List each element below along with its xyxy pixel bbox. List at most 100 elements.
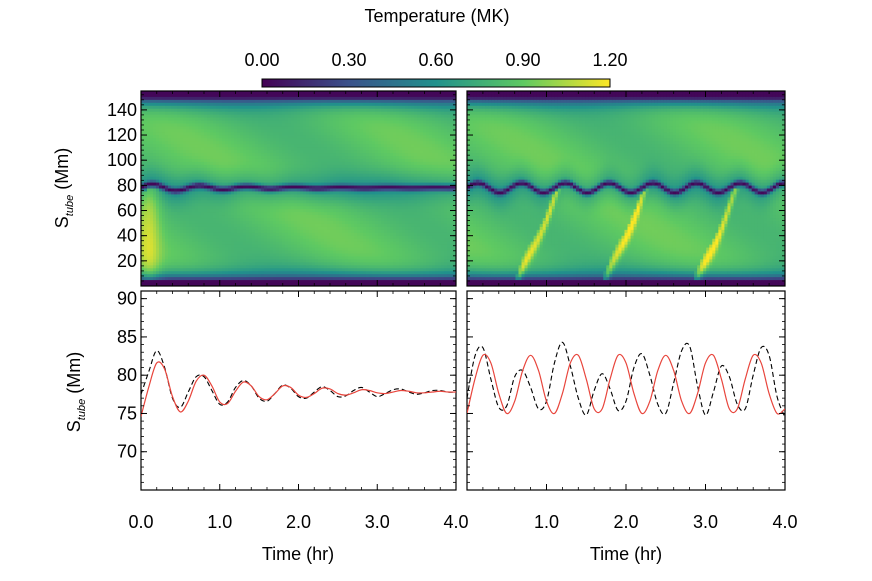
heatmap-cell (357, 93, 361, 98)
heatmap-cell (255, 158, 259, 163)
heatmap-cell (231, 93, 235, 98)
heatmap-cell (186, 274, 190, 278)
heatmap-cell (192, 117, 196, 122)
heatmap-cell (255, 238, 259, 243)
heatmap-cell (300, 209, 304, 213)
heatmap-cell (294, 221, 298, 225)
heatmap-cell (258, 141, 262, 145)
heatmap-cell (276, 153, 280, 157)
heatmap-cell (201, 283, 205, 286)
heatmap-cell (327, 126, 331, 130)
heatmap-cell (330, 253, 334, 258)
heatmap-cell (207, 111, 211, 116)
heatmap-cell (261, 144, 265, 148)
heatmap-cell (336, 150, 340, 154)
heatmap-cell (243, 247, 247, 252)
heatmap-cell (171, 161, 175, 166)
heatmap-cell (273, 144, 277, 148)
heatmap-cell (300, 158, 304, 163)
heatmap-cell (321, 141, 325, 145)
heatmap-cell (348, 229, 352, 234)
heatmap-cell (210, 117, 214, 122)
heatmap-cell (198, 203, 202, 207)
heatmap-cell (267, 161, 271, 166)
heatmap-cell (165, 158, 169, 163)
heatmap-cell (303, 200, 307, 204)
heatmap-cell (294, 156, 298, 160)
heatmap-cell (141, 203, 145, 207)
heatmap-cell (360, 229, 364, 234)
heatmap-cell (177, 247, 181, 252)
heatmap-cell (210, 93, 214, 98)
heatmap-cell (252, 161, 256, 166)
heatmap-cell (150, 102, 154, 107)
heatmap-cell (159, 188, 163, 193)
heatmap-cell (156, 179, 160, 184)
heatmap-cell (342, 188, 346, 193)
heatmap-cell (225, 117, 229, 122)
heatmap-cell (153, 179, 157, 184)
heatmap-cell (255, 138, 259, 142)
heatmap-cell (246, 129, 250, 133)
heatmap-cell (234, 215, 238, 219)
heatmap-cell (285, 232, 289, 237)
heatmap-cell (258, 91, 262, 95)
heatmap-cell (246, 182, 250, 187)
heatmap-cell (360, 129, 364, 133)
heatmap-cell (210, 215, 214, 219)
heatmap-cell (354, 105, 358, 110)
heatmap-cell (255, 250, 259, 255)
heatmap-cell (249, 173, 253, 178)
heatmap-cell (150, 223, 154, 228)
heatmap-cell (246, 150, 250, 154)
heatmap-cell (204, 200, 208, 204)
heatmap-cell (324, 96, 328, 101)
heatmap-cell (207, 170, 211, 175)
heatmap-cell (210, 105, 214, 110)
heatmap-cell (318, 215, 322, 219)
heatmap-cell (273, 274, 277, 278)
heatmap-cell (285, 283, 289, 286)
heatmap-cell (333, 265, 337, 269)
heatmap-cell (216, 277, 220, 281)
heatmap-cell (261, 170, 265, 175)
heatmap-cell (231, 229, 235, 234)
heatmap-cell (360, 135, 364, 139)
heatmap-cell (294, 123, 298, 128)
heatmap-cell (252, 235, 256, 240)
heatmap-cell (198, 105, 202, 110)
heatmap-cell (339, 203, 343, 207)
heatmap-cell (213, 206, 217, 210)
heatmap-cell (297, 120, 301, 125)
heatmap-cell (195, 197, 199, 201)
heatmap-cell (276, 218, 280, 222)
heatmap-cell (243, 158, 247, 163)
heatmap-cell (285, 280, 289, 284)
heatmap-cell (237, 135, 241, 139)
heatmap-cell (219, 138, 223, 142)
heatmap-cell (186, 268, 190, 272)
heatmap-cell (147, 271, 151, 275)
heatmap-cell (270, 99, 274, 104)
heatmap-cell (186, 102, 190, 107)
heatmap-cell (186, 96, 190, 101)
heatmap-cell (213, 141, 217, 145)
heatmap-cell (342, 144, 346, 148)
heatmap-cell (291, 203, 295, 207)
heatmap-cell (174, 96, 178, 101)
heatmap-cell (177, 280, 181, 284)
heatmap-cell (303, 283, 307, 286)
heatmap-cell (327, 250, 331, 255)
heatmap-cell (201, 238, 205, 243)
heatmap-cell (156, 200, 160, 204)
heatmap-cell (357, 256, 361, 260)
heatmap-cell (285, 156, 289, 160)
heatmap-cell (339, 111, 343, 116)
heatmap-cell (180, 158, 184, 163)
heatmap-cell (234, 221, 238, 225)
heatmap-cell (342, 120, 346, 125)
heatmap-cell (222, 179, 226, 184)
heatmap-cell (306, 144, 310, 148)
heatmap-cell (228, 229, 232, 234)
heatmap-cell (207, 156, 211, 160)
